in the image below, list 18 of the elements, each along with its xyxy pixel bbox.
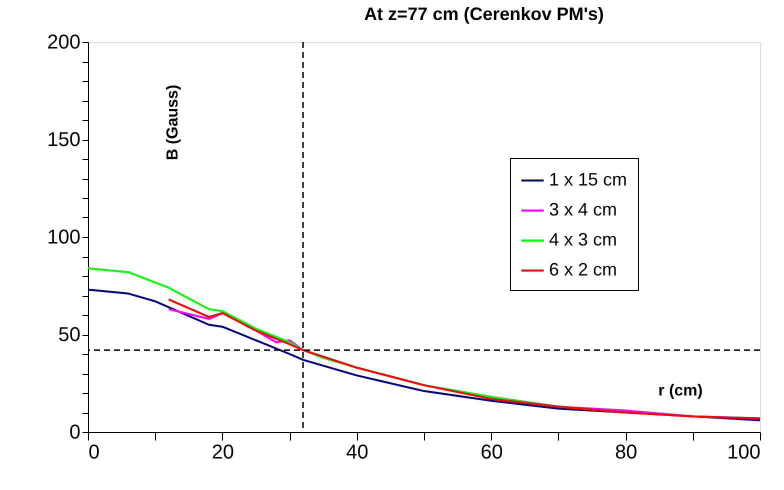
x-tick-label: 20 xyxy=(212,442,234,464)
y-axis-title: B (Gauss) xyxy=(164,84,182,160)
legend-label: 3 x 4 cm xyxy=(549,200,618,220)
chart-title: At z=77 cm (Cerenkov PM's) xyxy=(364,4,604,24)
y-tick-label: 50 xyxy=(58,324,80,346)
y-tick-label: 200 xyxy=(47,32,80,54)
x-tick-label: 80 xyxy=(614,442,638,464)
y-tick-label: 150 xyxy=(47,129,80,151)
legend-label: 4 x 3 cm xyxy=(549,230,618,250)
x-tick-label: 60 xyxy=(480,442,503,464)
x-tick-label: 0 xyxy=(88,442,100,464)
x-tick-label: 40 xyxy=(346,442,368,464)
legend-label: 1 x 15 cm xyxy=(549,170,628,190)
x-axis-title: r (cm) xyxy=(658,382,703,400)
legend-label: 6 x 2 cm xyxy=(549,260,618,280)
x-tick-label: 100 xyxy=(727,442,760,464)
y-tick-label: 0 xyxy=(69,422,80,444)
y-tick-label: 100 xyxy=(47,226,80,248)
